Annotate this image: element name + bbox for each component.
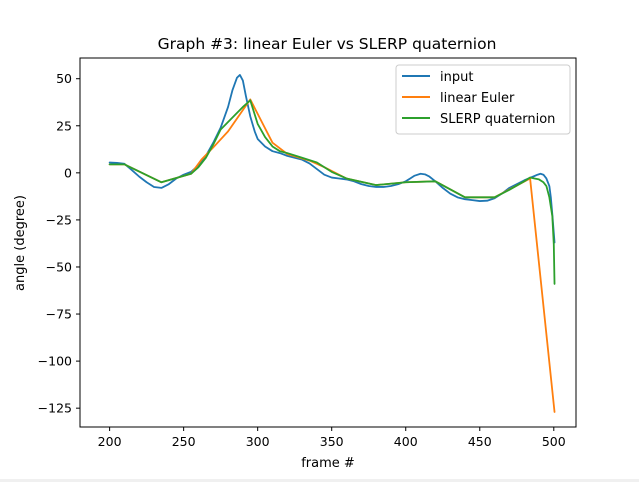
- legend-label-linear-euler: linear Euler: [440, 91, 515, 106]
- series-layer: [108, 74, 556, 413]
- x-tick-label: 350: [320, 434, 344, 449]
- x-tick-label: 200: [98, 434, 122, 449]
- x-axis-label: frame #: [301, 456, 355, 471]
- y-tick-label: 25: [56, 118, 72, 133]
- x-tick-label: 450: [468, 434, 492, 449]
- y-tick-label: −75: [46, 307, 72, 322]
- window-bottom-edge: [0, 479, 639, 482]
- x-axis: 200 250 300 350 400 450 500: [98, 427, 566, 449]
- legend-label-slerp-quaternion: SLERP quaternion: [440, 112, 555, 127]
- legend: input linear Euler SLERP quaternion: [395, 64, 571, 135]
- x-tick-label: 300: [246, 434, 270, 449]
- series-line-slerp-quaternion: [108, 99, 556, 285]
- axes-frame: [79, 57, 577, 428]
- legend-box: [395, 64, 571, 135]
- y-axis: 50 25 0 −25 −50 −75 −100 −125: [38, 71, 80, 416]
- x-tick-label: 250: [172, 434, 196, 449]
- x-tick-label: 500: [542, 434, 566, 449]
- y-tick-label: −125: [38, 401, 72, 416]
- y-tick-label: −25: [46, 212, 72, 227]
- series-line-input: [108, 74, 556, 244]
- x-tick-label: 400: [394, 434, 418, 449]
- plot-area: [79, 57, 577, 428]
- y-tick-label: −100: [38, 354, 72, 369]
- y-tick-label: −50: [46, 259, 72, 274]
- y-tick-label: 50: [56, 71, 72, 86]
- legend-label-input: input: [440, 70, 473, 85]
- chart-title: Graph #3: linear Euler vs SLERP quaterni…: [158, 35, 497, 53]
- y-axis-label: angle (degree): [13, 195, 28, 291]
- y-tick-label: 0: [64, 165, 72, 180]
